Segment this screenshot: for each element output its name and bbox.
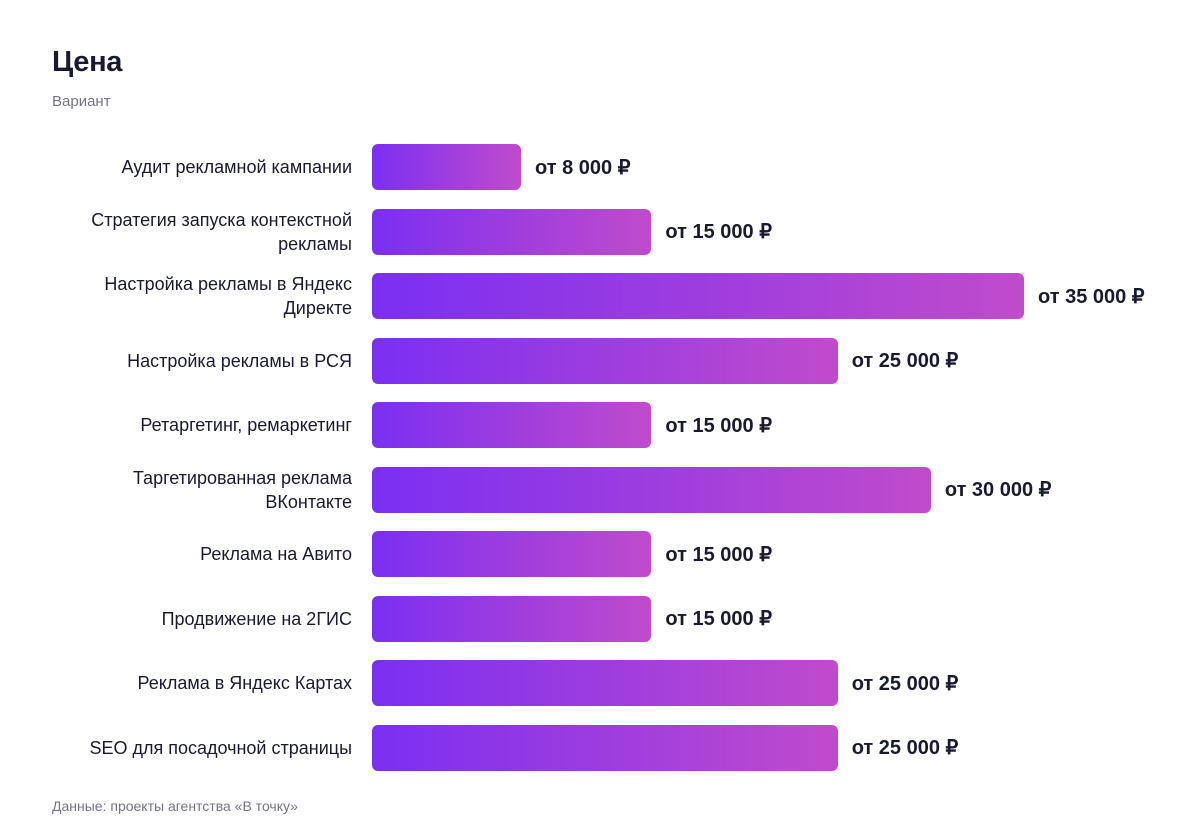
bar [372, 660, 838, 706]
value-label: от 30 000 ₽ [944, 479, 1052, 501]
bar [372, 402, 652, 448]
chart-subtitle: Вариант [52, 93, 111, 110]
bar [372, 273, 1024, 319]
value-label: от 8 000 ₽ [535, 156, 631, 179]
bar [372, 208, 652, 255]
value-label: от 15 000 ₽ [665, 608, 772, 630]
source-note: Данные: проекты агентства «В точку» [52, 798, 298, 814]
category-label: Ретаргетинг, ремаркетинг [140, 415, 352, 435]
category-label: Реклама на Авито [200, 544, 352, 564]
chart-title: Цена [52, 46, 123, 78]
value-label: от 25 000 ₽ [851, 737, 959, 759]
category-label: SEO для посадочной страницы [89, 737, 352, 758]
bar [372, 466, 931, 513]
bar [372, 595, 652, 642]
value-label: от 25 000 ₽ [851, 350, 959, 372]
value-label: от 15 000 ₽ [665, 221, 772, 243]
category-label: Таргетированная реклама ВКонтакте [132, 467, 352, 512]
category-label: Стратегия запуска контекстной рекламы [91, 209, 352, 254]
bar [372, 144, 522, 190]
value-label: от 15 000 ₽ [665, 414, 772, 437]
category-label: Аудит рекламной кампании [121, 157, 352, 177]
category-label: Настройка рекламы в РСЯ [127, 350, 352, 371]
value-label: от 35 000 ₽ [1038, 285, 1145, 308]
bar [372, 724, 838, 771]
value-label: от 15 000 ₽ [665, 543, 772, 566]
value-label: от 25 000 ₽ [851, 672, 959, 695]
bar [372, 337, 838, 384]
category-label: Реклама в Яндекс Картах [137, 673, 352, 693]
category-label: Продвижение на 2ГИС [161, 608, 352, 629]
category-label: Настройка рекламы в Яндекс Директе [104, 274, 352, 318]
bar [372, 531, 652, 577]
